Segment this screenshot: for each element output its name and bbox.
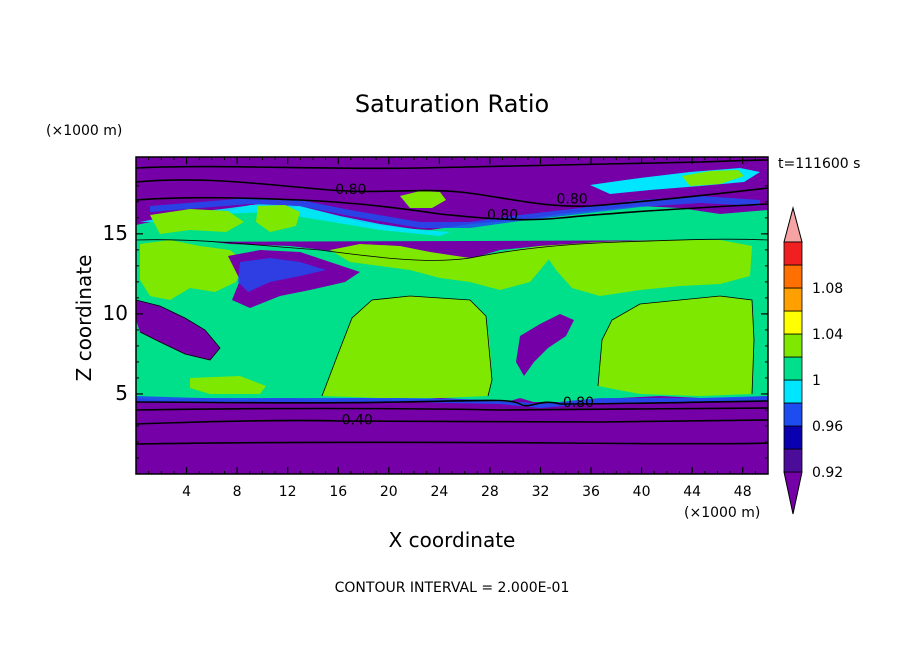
colorbar-swatch	[783, 333, 803, 358]
green-patch-bottom-left	[190, 376, 266, 394]
colorbar-label: 1	[812, 373, 821, 389]
contour-label: 0.80	[563, 395, 594, 411]
contour-left-dry	[136, 299, 221, 361]
x-tick-label: 8	[233, 484, 242, 500]
y-tick-label: 5	[115, 381, 128, 405]
colorbar-swatch	[783, 448, 803, 473]
blue-fringe-top	[150, 196, 760, 228]
colorbar-swatch	[783, 310, 803, 335]
y-tick-label: 10	[103, 301, 128, 325]
x-tick-label: 40	[633, 484, 651, 500]
colorbar-swatch	[783, 356, 803, 381]
x-units-label: (×1000 m)	[684, 505, 760, 521]
colorbar-over-triangle	[783, 206, 803, 243]
contour-lower-1	[136, 407, 768, 411]
contour-lower-3	[136, 441, 768, 445]
x-tick-label: 36	[582, 484, 600, 500]
green-patch-mid-upper	[330, 244, 550, 290]
colorbar: 0.92 0.96 1 1.04 1.08	[783, 206, 843, 515]
x-ticks: 4 8 12 16 20 24 28 32 36 40 44 48	[148, 157, 756, 500]
colorbar-swatch	[783, 264, 803, 289]
colorbar-swatch	[783, 425, 803, 450]
contour-label: 0.80	[556, 192, 587, 208]
colorbar-label: 1.08	[812, 281, 843, 297]
lower-dry-layer	[136, 402, 768, 474]
colorbar-label: 1.04	[812, 327, 843, 343]
green-lens-upper-right	[682, 170, 744, 186]
contour-lines	[136, 159, 768, 445]
y-tick-label: 15	[103, 221, 128, 245]
contour-label: 0.80	[335, 182, 366, 198]
colorbar-swatch	[783, 287, 803, 312]
cloud-base-blue	[136, 396, 768, 408]
x-tick-label: 4	[182, 484, 191, 500]
field: 0.80 0.80 0.80 0.80 0.40	[136, 157, 768, 474]
contour-label: 0.40	[342, 413, 373, 429]
contour-interval-note: CONTOUR INTERVAL = 2.000E-01	[335, 580, 570, 596]
contour-label-layer: 0.80 0.80 0.80 0.80 0.40	[335, 182, 594, 429]
x-tick-label: 24	[430, 484, 448, 500]
green-patch-top-left	[150, 209, 244, 234]
contour-lines-thin	[136, 238, 768, 397]
x-tick-label: 12	[279, 484, 297, 500]
contour-upper-2	[136, 196, 768, 221]
green-patch-center	[322, 296, 492, 398]
green-lens-upper	[400, 191, 446, 208]
x-tick-label: 44	[683, 484, 701, 500]
green-patch-upper	[256, 205, 300, 232]
y-axis-label: Z coordinate	[72, 255, 96, 382]
y-units-label: (×1000 m)	[46, 123, 122, 139]
contour-patch-center	[321, 295, 493, 397]
x-tick-label: 20	[380, 484, 398, 500]
contour-upper-1	[136, 179, 768, 208]
colorbar-swatch	[783, 379, 803, 404]
time-label: t=111600 s	[778, 156, 860, 172]
x-tick-label: 16	[329, 484, 347, 500]
y-ticks: 5 10 15	[103, 185, 768, 459]
green-patch-right	[598, 296, 754, 396]
colorbar-swatch	[783, 241, 803, 266]
contour-cloud-top	[136, 238, 768, 261]
colorbar-swatch	[783, 402, 803, 427]
contour-cloud-base	[136, 399, 768, 407]
contour-patch-right	[597, 295, 755, 395]
contour-lower-2	[136, 419, 768, 425]
blue-speckles-mid	[238, 258, 326, 292]
contour-label: 0.80	[487, 208, 518, 224]
x-axis-label: X coordinate	[389, 528, 516, 552]
x-tick-label: 32	[532, 484, 550, 500]
green-patch-right-upper	[540, 240, 752, 296]
dry-intrusion-right	[516, 314, 574, 376]
colorbar-label: 0.96	[812, 419, 843, 435]
dry-intrusion-left	[136, 300, 220, 360]
colorbar-label: 0.92	[812, 465, 843, 481]
chart-title: Saturation Ratio	[355, 90, 549, 118]
x-tick-label: 48	[734, 484, 752, 500]
x-tick-label: 28	[481, 484, 499, 500]
colorbar-under-triangle	[783, 471, 803, 515]
green-patch-left	[140, 240, 245, 300]
contour-upper-3	[136, 159, 768, 170]
